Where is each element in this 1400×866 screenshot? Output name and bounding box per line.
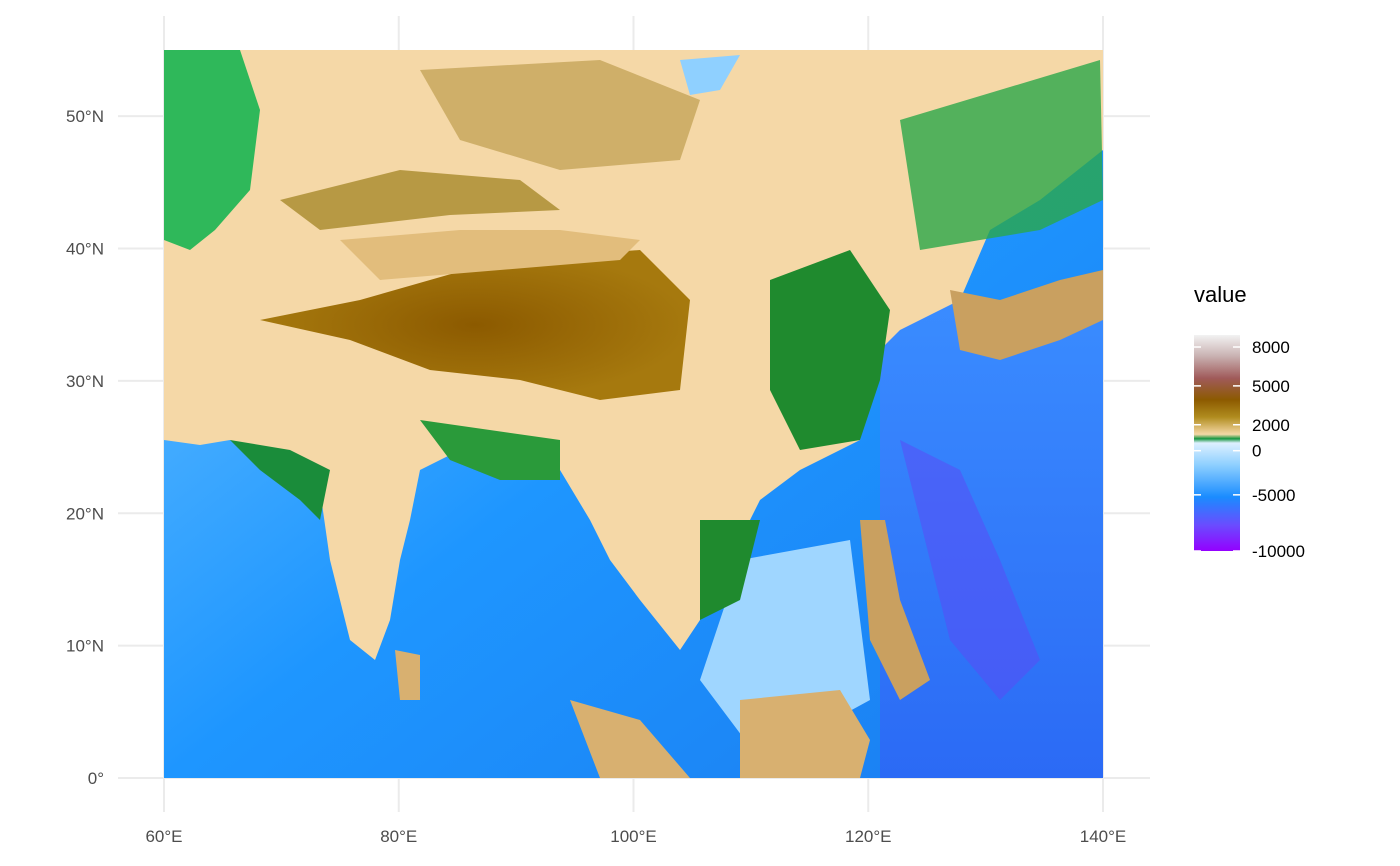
y-tick-label: 0° <box>88 769 104 788</box>
y-tick-label: 30°N <box>66 372 104 391</box>
legend-title: value <box>1194 282 1247 307</box>
borneo-area <box>740 690 870 778</box>
x-tick-label: 140°E <box>1080 827 1127 846</box>
indus-valley-area <box>230 440 330 520</box>
x-tick-label: 100°E <box>610 827 657 846</box>
y-tick-label: 10°N <box>66 637 104 656</box>
sri-lanka-area <box>395 650 420 700</box>
lake-baikal-area <box>680 55 740 95</box>
legend-tick-label: 5000 <box>1252 377 1290 396</box>
legend-tick-label: 0 <box>1252 442 1261 461</box>
y-tick-label: 50°N <box>66 107 104 126</box>
west-lowland-area <box>164 50 260 250</box>
japan-area <box>950 270 1103 360</box>
pacific-ocean-area <box>880 300 1103 778</box>
mekong-area <box>700 520 760 620</box>
tian-shan-area <box>280 170 560 230</box>
legend-tick-label: -5000 <box>1252 486 1295 505</box>
x-tick-label: 60°E <box>145 827 182 846</box>
y-axis-labels: 0° 10°N 20°N 30°N 40°N 50°N <box>66 107 104 788</box>
legend-colorbar <box>1194 335 1240 551</box>
legend: value 8000 5000 2000 0 -5000 -10000 <box>1194 282 1305 561</box>
legend-tick-label: 2000 <box>1252 416 1290 435</box>
ganges-plain-area <box>420 420 560 480</box>
trench-area <box>900 440 1040 700</box>
manchuria-area <box>900 60 1103 250</box>
x-tick-label: 120°E <box>845 827 892 846</box>
tarim-basin-area <box>340 230 640 280</box>
x-axis-labels: 60°E 80°E 100°E 120°E 140°E <box>145 827 1126 846</box>
legend-ticks: 8000 5000 2000 0 -5000 -10000 <box>1194 338 1305 561</box>
legend-tick-label: 8000 <box>1252 338 1290 357</box>
elevation-raster <box>164 50 1103 778</box>
y-tick-label: 40°N <box>66 240 104 259</box>
altai-area <box>420 60 700 170</box>
legend-tick-label: -10000 <box>1252 542 1305 561</box>
north-china-plain-area <box>770 250 890 450</box>
sumatra-area <box>570 700 690 778</box>
tibetan-plateau-area <box>260 250 690 400</box>
x-tick-label: 80°E <box>380 827 417 846</box>
y-tick-label: 20°N <box>66 504 104 523</box>
philippines-area <box>860 520 930 700</box>
